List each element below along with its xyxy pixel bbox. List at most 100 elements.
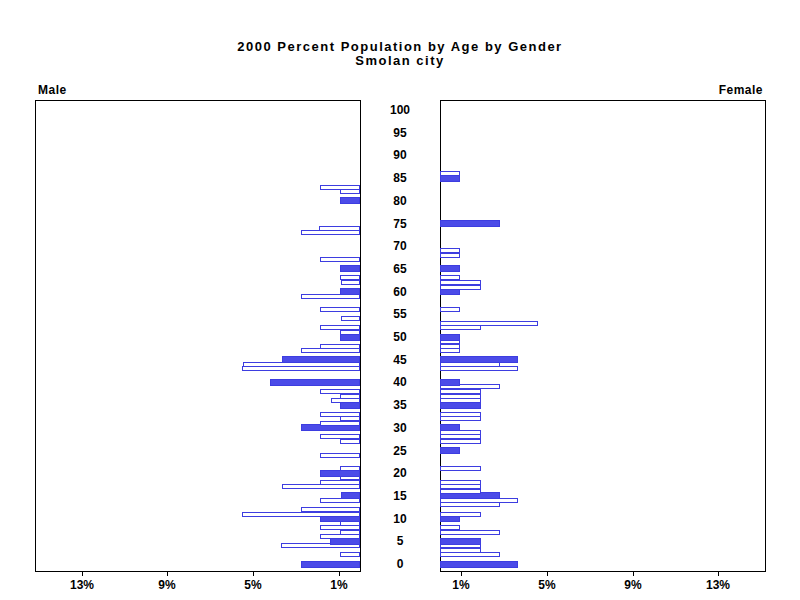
age-tick-label-35: 35 <box>370 398 430 412</box>
age-tick-label-100: 100 <box>370 103 430 117</box>
pyramid-bar-female-age-85 <box>440 175 460 182</box>
age-tick-label-20: 20 <box>370 466 430 480</box>
female-tickmark-13% <box>718 571 719 576</box>
male-tickmark-9% <box>167 571 168 576</box>
pyramid-bar-male-age-48 <box>320 344 360 349</box>
pyramid-bar-male-age-15 <box>341 492 360 499</box>
pyramid-bar-female-age-7 <box>440 530 500 535</box>
pyramid-bar-male-age-28 <box>320 434 360 439</box>
male-tickmark-5% <box>253 571 254 576</box>
pyramid-bar-female-age-5 <box>440 538 481 545</box>
pyramid-bar-female-age-27 <box>440 439 481 444</box>
age-tick-label-75: 75 <box>370 217 430 231</box>
pyramid-bar-male-age-31 <box>320 421 360 426</box>
age-tick-label-10: 10 <box>370 512 430 526</box>
female-tickmark-5% <box>547 571 548 576</box>
age-tick-label-30: 30 <box>370 421 430 435</box>
pyramid-bar-male-age-65 <box>340 265 360 272</box>
pyramid-bar-male-age-80 <box>340 197 360 204</box>
male-axis-label: Male <box>38 83 67 97</box>
pyramid-bar-female-age-37 <box>440 394 481 399</box>
pyramid-bar-male-age-74 <box>319 226 360 231</box>
chart-title-block: 2000 Percent Population by Age by Gender… <box>0 40 800 68</box>
age-tick-label-45: 45 <box>370 353 430 367</box>
pyramid-bar-female-age-62 <box>440 280 481 285</box>
age-tick-label-50: 50 <box>370 330 430 344</box>
male-tick-label-1%: 1% <box>314 578 364 592</box>
pyramid-bar-male-age-60 <box>340 288 360 295</box>
pyramid-bar-female-age-21 <box>440 466 481 471</box>
pyramid-bar-female-age-35 <box>440 402 481 409</box>
pyramid-bar-female-age-33 <box>440 412 481 417</box>
pyramid-bar-female-age-48 <box>440 344 460 349</box>
pyramid-bar-male-age-5 <box>330 538 360 545</box>
age-tick-label-40: 40 <box>370 375 430 389</box>
pyramid-bar-male-age-54 <box>341 316 360 321</box>
pyramid-bar-male-age-7 <box>340 530 360 535</box>
pyramid-bar-male-age-38 <box>320 389 360 394</box>
age-tick-label-5: 5 <box>370 534 430 548</box>
female-tick-label-5%: 5% <box>522 578 572 592</box>
pyramid-bar-female-age-68 <box>440 253 460 258</box>
pyramid-bar-male-age-67 <box>320 257 360 262</box>
pyramid-bar-male-age-83 <box>320 185 360 190</box>
pyramid-bar-female-age-63 <box>440 275 460 280</box>
pyramid-bar-male-age-12 <box>301 507 360 512</box>
pyramid-bar-female-age-38 <box>440 389 481 394</box>
male-tickmark-1% <box>339 571 340 576</box>
pyramid-bar-male-age-0 <box>301 561 360 568</box>
pyramid-bar-male-age-27 <box>340 439 360 444</box>
age-tick-label-65: 65 <box>370 262 430 276</box>
pyramid-bar-female-age-16 <box>440 489 481 494</box>
pyramid-bar-female-age-18 <box>440 480 481 485</box>
pyramid-bar-male-age-2 <box>340 552 360 557</box>
male-pyramid-panel <box>35 100 361 572</box>
male-tick-label-9%: 9% <box>142 578 192 592</box>
age-tick-label-25: 25 <box>370 444 430 458</box>
pyramid-bar-male-age-52 <box>320 325 360 330</box>
pyramid-bar-male-age-45 <box>282 356 360 363</box>
pyramid-bar-female-age-45 <box>440 356 518 363</box>
pyramid-bar-female-age-53 <box>440 321 538 326</box>
age-tick-label-80: 80 <box>370 194 430 208</box>
age-tick-label-70: 70 <box>370 239 430 253</box>
pyramid-bar-female-age-61 <box>440 285 481 290</box>
pyramid-bar-male-age-35 <box>340 402 360 409</box>
chart-title: 2000 Percent Population by Age by Gender <box>0 40 800 54</box>
pyramid-bar-male-age-24 <box>320 453 360 458</box>
age-tick-label-60: 60 <box>370 285 430 299</box>
pyramid-bar-female-age-11 <box>440 512 481 517</box>
pyramid-bar-female-age-0 <box>440 561 518 568</box>
pyramid-bar-male-age-63 <box>340 275 360 280</box>
age-tick-label-95: 95 <box>370 126 430 140</box>
female-tick-label-1%: 1% <box>436 578 486 592</box>
female-tick-label-9%: 9% <box>608 578 658 592</box>
female-tickmark-9% <box>633 571 634 576</box>
pyramid-bar-male-age-33 <box>320 412 360 417</box>
pyramid-bar-female-age-25 <box>440 447 460 454</box>
age-tick-label-55: 55 <box>370 307 430 321</box>
pyramid-bar-male-age-11 <box>242 512 360 517</box>
pyramid-bar-female-age-40 <box>440 379 460 386</box>
pyramid-bar-male-age-62 <box>341 280 360 285</box>
female-axis-label: Female <box>719 83 763 97</box>
chart-subtitle: Smolan city <box>0 54 800 68</box>
pyramid-bar-female-age-3 <box>440 548 481 553</box>
pyramid-bar-male-age-20 <box>320 470 360 477</box>
pyramid-bar-male-age-51 <box>340 330 360 335</box>
female-tickmark-1% <box>461 571 462 576</box>
pyramid-bar-male-age-40 <box>270 379 360 386</box>
female-tick-label-13%: 13% <box>693 578 743 592</box>
male-tick-label-5%: 5% <box>228 578 278 592</box>
pyramid-bar-male-age-21 <box>340 466 360 471</box>
pyramid-bar-male-age-56 <box>320 307 360 312</box>
age-tick-label-15: 15 <box>370 489 430 503</box>
pyramid-bar-male-age-18 <box>320 480 360 485</box>
pyramid-bar-female-age-86 <box>440 171 460 176</box>
pyramid-bar-female-age-75 <box>440 220 500 227</box>
age-tick-label-0: 0 <box>370 557 430 571</box>
pyramid-bar-female-age-30 <box>440 424 460 431</box>
pyramid-bar-female-age-8 <box>440 525 460 530</box>
pyramid-bar-male-age-37 <box>340 394 360 399</box>
pyramid-bar-female-age-69 <box>440 248 460 253</box>
